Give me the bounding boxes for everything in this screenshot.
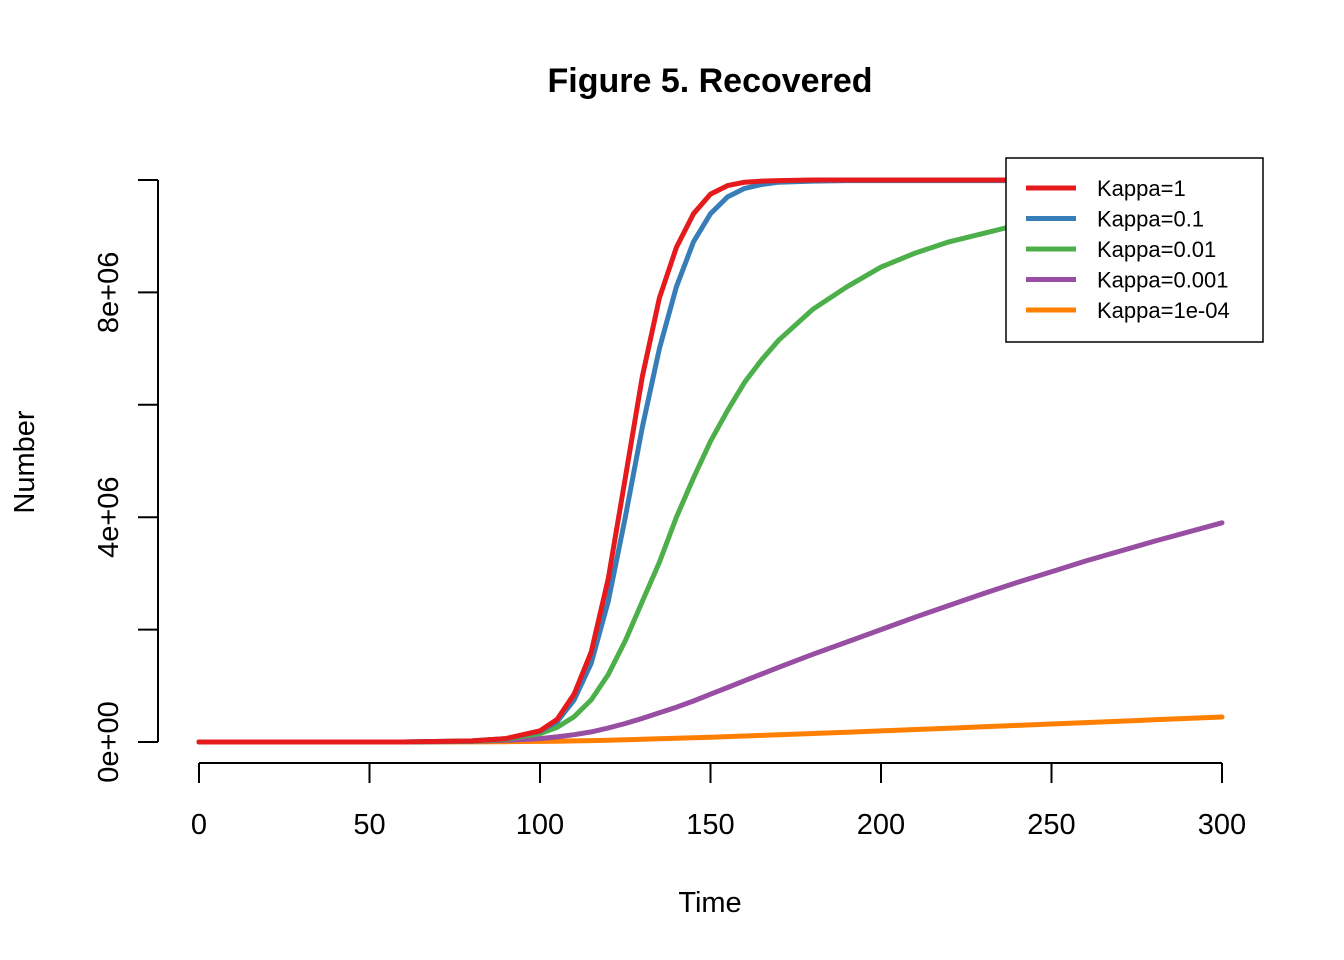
series-line <box>196 714 1225 745</box>
series-line <box>196 188 1225 745</box>
series-line <box>196 520 1225 745</box>
y-axis-label: Number <box>9 410 41 513</box>
x-axis: 0 50 100 150 200 250 300 <box>191 762 1246 841</box>
x-tick-label: 100 <box>516 809 564 841</box>
plot-lines <box>196 177 1225 745</box>
y-tick-label: 4e+06 <box>93 476 125 557</box>
x-tick-label: 200 <box>857 809 905 841</box>
legend: Kappa=1 Kappa=0.1 Kappa=0.01 Kappa=0.001 Kap… <box>1005 157 1264 343</box>
legend-label: Kappa=1 <box>1097 176 1186 201</box>
legend-label: Kappa=0.01 <box>1097 237 1216 262</box>
x-axis-label: Time <box>678 887 741 919</box>
y-tick-label: 8e+06 <box>93 252 125 333</box>
x-tick-label: 0 <box>191 809 207 841</box>
x-tick-label: 250 <box>1027 809 1075 841</box>
series-line <box>196 177 1225 745</box>
legend-label: Kappa=1e-04 <box>1097 298 1230 323</box>
x-tick-label: 300 <box>1198 809 1246 841</box>
x-tick-label: 50 <box>353 809 385 841</box>
chart-title: Figure 5. Recovered <box>547 62 872 100</box>
x-tick-label: 150 <box>686 809 734 841</box>
legend-label: Kappa=0.001 <box>1097 268 1229 293</box>
y-axis: 0e+00 4e+06 8e+06 <box>93 179 159 783</box>
legend-label: Kappa=0.1 <box>1097 207 1204 232</box>
y-tick-label: 0e+00 <box>93 701 125 782</box>
